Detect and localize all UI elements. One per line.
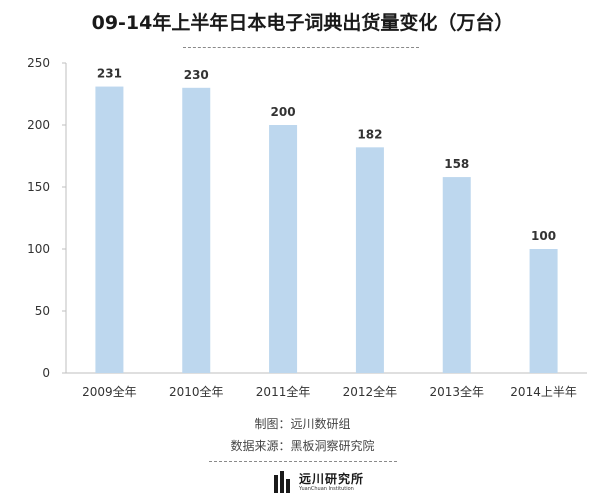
bar: [95, 86, 124, 373]
x-tick-label: 2014上半年: [510, 385, 577, 399]
chart-maker-credit: 制图：远川数研组: [254, 417, 351, 431]
y-tick-label: 150: [27, 180, 50, 194]
data-labels: 231 230 200 182 158 100: [97, 67, 556, 243]
logo-mark-icon: [274, 471, 294, 493]
data-label: 182: [357, 127, 382, 141]
x-axis: 2009全年 2010全年 2011全年 2012全年 2013全年 2014上半年: [66, 372, 587, 399]
bar: [269, 125, 298, 373]
data-label: 158: [444, 157, 469, 171]
data-label: 100: [531, 229, 556, 243]
footer-divider: [209, 461, 397, 462]
y-tick-label: 0: [42, 366, 50, 380]
institution-logo: 远川研究所 YuanChuan Institution: [274, 470, 364, 494]
y-tick-label: 200: [27, 118, 50, 132]
x-tick-label: 2009全年: [82, 384, 137, 399]
chart-title: 09-14年上半年日本电子词典出货量变化（万台）: [91, 12, 514, 34]
data-label: 230: [184, 68, 209, 82]
data-label: 231: [97, 67, 122, 81]
bars: [95, 86, 558, 374]
x-tick-label: 2010全年: [169, 384, 224, 399]
bar: [182, 87, 211, 374]
title-divider: [183, 47, 419, 48]
y-axis: 0 50 100 150 200 250: [27, 56, 67, 380]
logo-name: 远川研究所: [299, 471, 365, 486]
bar: [355, 147, 384, 373]
y-tick-label: 250: [27, 56, 50, 70]
logo-subtitle: YuanChuan Institution: [299, 485, 354, 492]
data-label: 200: [271, 105, 296, 119]
bar: [442, 177, 471, 373]
x-tick-label: 2012全年: [343, 384, 398, 399]
y-tick-label: 50: [35, 304, 50, 318]
y-tick-label: 100: [27, 242, 50, 256]
x-tick-label: 2013全年: [429, 384, 484, 399]
x-tick-label: 2011全年: [256, 384, 311, 399]
data-source-credit: 数据来源：黑板洞察研究院: [230, 439, 375, 453]
bar: [529, 249, 558, 373]
bar-chart: 0 50 100 150 200 250 2009全年 2010全年 2011全年 2012全年…: [27, 56, 587, 399]
